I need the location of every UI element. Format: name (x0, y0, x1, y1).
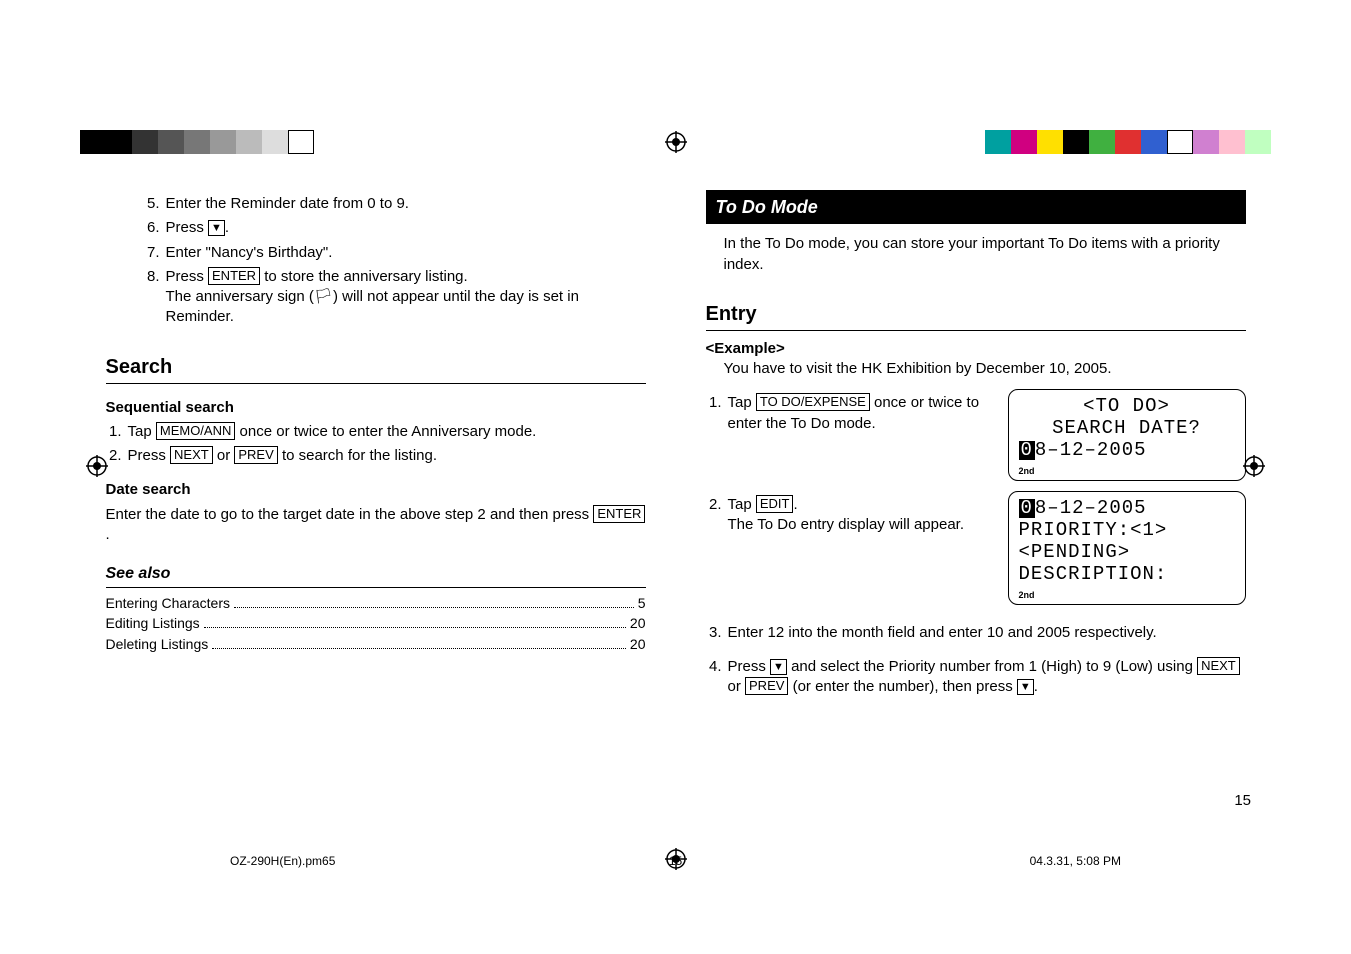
todoexpense-key: TO DO/EXPENSE (756, 393, 870, 411)
lcd-cursor: 0 (1019, 441, 1035, 460)
lcd-line: PRIORITY:<1> (1019, 520, 1235, 542)
footer-filename: OZ-290H(En).pm65 (230, 854, 335, 868)
mode-title-bar: To Do Mode (706, 190, 1246, 224)
registration-bar-left (80, 130, 314, 154)
anniversary-icon: 🏳 (314, 288, 333, 305)
step-7: 7. Enter "Nancy's Birthday". (144, 243, 646, 263)
step-text: Tap (128, 423, 156, 440)
step-text: Tap (728, 496, 756, 513)
left-column: 5. Enter the Reminder date from 0 to 9. … (106, 190, 646, 834)
lcd-cursor: 0 (1019, 499, 1035, 518)
edit-key: EDIT (756, 495, 794, 513)
right-column: To Do Mode In the To Do mode, you can st… (706, 190, 1246, 834)
memoann-key: MEMO/ANN (156, 422, 236, 440)
step-text: The anniversary sign ( (166, 288, 314, 305)
lcd-indicator: 2nd (1019, 590, 1235, 600)
enter-key: ENTER (208, 267, 260, 285)
todo-step-2: 2. Tap EDIT. The To Do entry display wil… (706, 495, 990, 536)
see-also-page: 20 (630, 614, 646, 633)
example-heading: <Example> (706, 339, 1246, 359)
mode-intro: In the To Do mode, you can store your im… (706, 234, 1246, 275)
registration-bar-right (985, 130, 1271, 154)
down-key: ▼ (1017, 679, 1034, 695)
footer-timestamp: 04.3.31, 5:08 PM (1030, 854, 1121, 868)
enter-key: ENTER (593, 505, 645, 523)
footer-page: 15 (669, 854, 682, 868)
page-number: 15 (1234, 792, 1251, 809)
step-text: to search for the listing. (278, 447, 437, 464)
step-8: 8. Press ENTER to store the anniversary … (144, 267, 646, 328)
date-search-text: Enter the date to go to the target date … (106, 505, 646, 546)
search-heading: Search (106, 354, 646, 384)
lcd-line: 8–12–2005 (1035, 497, 1147, 519)
down-key: ▼ (770, 659, 787, 675)
step-6: 6. Press ▼. (144, 218, 646, 238)
lcd-display-2: 08–12–2005 PRIORITY:<1> <PENDING> DESCRI… (1008, 491, 1246, 605)
step-text: Enter 12 into the month field and enter … (728, 624, 1157, 641)
prev-key: PREV (745, 677, 788, 695)
see-also-label: Editing Listings (106, 614, 200, 633)
example-text: You have to visit the HK Exhibition by D… (706, 359, 1246, 379)
seq-step-1: 1. Tap MEMO/ANN once or twice to enter t… (106, 422, 646, 442)
lcd-line: <PENDING> (1019, 542, 1235, 564)
step-text: Enter "Nancy's Birthday". (166, 244, 333, 261)
see-also-label: Deleting Listings (106, 635, 209, 654)
see-also-row: Deleting Listings 20 (106, 635, 646, 654)
step-text: and select the Priority number from 1 (H… (787, 658, 1197, 675)
see-also-page: 20 (630, 635, 646, 654)
step-text: Tap (728, 394, 756, 411)
next-key: NEXT (170, 446, 213, 464)
lcd-line: SEARCH DATE? (1019, 418, 1235, 440)
see-also-page: 5 (638, 594, 646, 613)
todo-step-1: 1. Tap TO DO/EXPENSE once or twice to en… (706, 393, 990, 434)
seq-step-2: 2. Press NEXT or PREV to search for the … (106, 446, 646, 466)
see-also-label: Entering Characters (106, 594, 231, 613)
step-5: 5. Enter the Reminder date from 0 to 9. (144, 194, 646, 214)
step-text: Press (166, 219, 209, 236)
step-text: once or twice to enter the Anniversary m… (235, 423, 536, 440)
lcd-line: <TO DO> (1019, 396, 1235, 418)
date-search-heading: Date search (106, 480, 646, 500)
step-text: The To Do entry display will appear. (728, 516, 965, 533)
page-content: 5. Enter the Reminder date from 0 to 9. … (0, 190, 1351, 834)
see-also-heading: See also (106, 563, 646, 588)
lcd-line: 8–12–2005 (1035, 439, 1147, 461)
entry-heading: Entry (706, 301, 1246, 331)
next-key: NEXT (1197, 657, 1240, 675)
step-text: Enter the Reminder date from 0 to 9. (166, 195, 409, 212)
todo-step-4: 4. Press ▼ and select the Priority numbe… (706, 657, 1246, 698)
step-text: Press (728, 658, 771, 675)
sequential-search-heading: Sequential search (106, 398, 646, 418)
lcd-indicator: 2nd (1019, 466, 1235, 476)
todo-step-3: 3. Enter 12 into the month field and ent… (706, 623, 1246, 643)
step-text: Press (166, 268, 209, 285)
see-also-row: Entering Characters 5 (106, 594, 646, 613)
see-also-row: Editing Listings 20 (106, 614, 646, 633)
prev-key: PREV (234, 446, 277, 464)
down-key: ▼ (208, 220, 225, 236)
step-text: to store the anniversary listing. (260, 268, 468, 285)
registration-mark-icon (665, 131, 687, 153)
footer: OZ-290H(En).pm65 15 04.3.31, 5:08 PM (0, 854, 1351, 868)
step-text: or (213, 447, 235, 464)
step-text: or (728, 678, 746, 695)
step-text: Press (128, 447, 171, 464)
lcd-display-1: <TO DO> SEARCH DATE? 08–12–2005 2nd (1008, 389, 1246, 481)
lcd-line: DESCRIPTION: (1019, 564, 1235, 586)
step-text: (or enter the number), then press (788, 678, 1016, 695)
